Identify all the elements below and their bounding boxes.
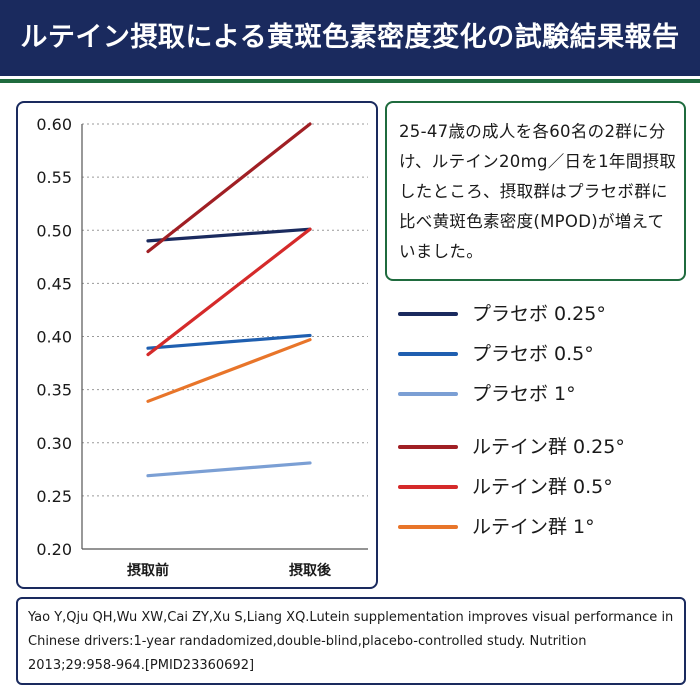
legend-item: プラセボ 1°: [398, 378, 688, 408]
chart-panel: 0.60 0.55 0.50 0.45 0.40 0.35 0.30 0.25 0.20 摂取前 摂…: [16, 101, 378, 589]
legend-item: プラセボ 0.5°: [398, 338, 688, 368]
x-tick-label: 摂取後: [289, 562, 332, 579]
header-accent-line: [0, 79, 700, 83]
y-tick-label: 0.45: [36, 274, 72, 293]
y-tick-label: 0.40: [36, 328, 72, 347]
reference-text: Yao Y,Qju QH,Wu XW,Cai ZY,Xu S,Liang XQ.…: [28, 610, 674, 673]
legend-label: プラセボ 0.25°: [472, 303, 606, 325]
legend-swatch: [398, 352, 458, 356]
legend-label: ルテイン群 0.5°: [472, 476, 613, 498]
legend-swatch: [398, 485, 458, 489]
y-tick-label: 0.20: [36, 540, 72, 559]
legend-label: ルテイン群 1°: [472, 516, 595, 538]
y-tick-label: 0.35: [36, 381, 72, 400]
reference-box: Yao Y,Qju QH,Wu XW,Cai ZY,Xu S,Liang XQ.…: [16, 597, 686, 685]
series-line-1: [146, 333, 312, 350]
legend-item: ルテイン群 1°: [398, 511, 688, 541]
legend-item: ルテイン群 0.25°: [398, 431, 688, 461]
y-tick-label: 0.55: [36, 168, 72, 187]
series-line-3: [146, 122, 312, 254]
page-title: ルテイン摂取による黄斑色素密度変化の試験結果報告: [20, 22, 680, 53]
legend-swatch: [398, 525, 458, 529]
y-tick-label: 0.30: [36, 434, 72, 453]
legend-item: プラセボ 0.25°: [398, 298, 688, 328]
header-bar: ルテイン摂取による黄斑色素密度変化の試験結果報告: [0, 0, 700, 76]
y-tick-label: 0.60: [36, 115, 72, 134]
y-tick-label: 0.50: [36, 221, 72, 240]
legend-swatch: [398, 312, 458, 316]
series-line-2: [146, 461, 312, 478]
legend-label: ルテイン群 0.25°: [472, 436, 625, 458]
legend-swatch: [398, 445, 458, 449]
series-line-5: [146, 338, 312, 403]
legend-label: プラセボ 1°: [472, 383, 576, 405]
legend-item: ルテイン群 0.5°: [398, 471, 688, 501]
summary-text: 25-47歳の成人を各60名の2群に分け、ルテイン20mg／日を1年間摂取したと…: [399, 122, 677, 261]
legend-label: プラセボ 0.5°: [472, 343, 594, 365]
legend-swatch: [398, 392, 458, 396]
line-chart: 0.60 0.55 0.50 0.45 0.40 0.35 0.30 0.25 0.20 摂取前 摂…: [36, 115, 368, 579]
summary-box: 25-47歳の成人を各60名の2群に分け、ルテイン20mg／日を1年間摂取したと…: [385, 101, 686, 281]
x-tick-label: 摂取前: [127, 562, 169, 579]
y-tick-label: 0.25: [36, 487, 72, 506]
series-line-0: [146, 227, 312, 243]
series-line-4: [146, 227, 312, 357]
